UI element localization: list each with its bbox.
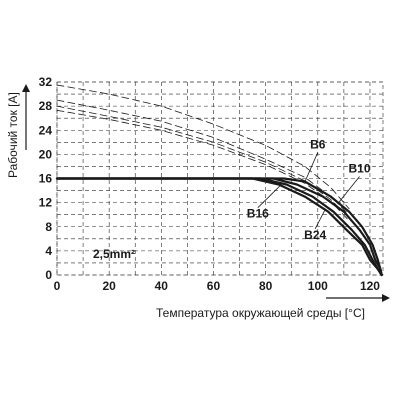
leader-line-b24 — [314, 208, 326, 229]
y-axis-arrowhead — [22, 84, 30, 92]
y-tick-label: 4 — [45, 244, 52, 258]
x-axis-arrowhead — [382, 294, 390, 302]
y-tick-label: 16 — [39, 172, 53, 186]
x-tick-label: 20 — [102, 279, 116, 293]
y-axis-title: Рабочий ток [A] — [6, 92, 20, 178]
dashed-series-line — [56, 99, 350, 216]
dashed-series-line — [56, 109, 350, 222]
leader-line-b16 — [257, 184, 282, 208]
series-line-b6 — [55, 177, 383, 277]
x-tick-label: 60 — [207, 279, 221, 293]
x-tick-label: 120 — [360, 279, 380, 293]
x-tick-label: 0 — [54, 279, 61, 293]
x-tick-label: 80 — [259, 279, 273, 293]
leader-line-b6 — [304, 152, 319, 183]
grid — [56, 81, 384, 276]
y-tick-label: 0 — [45, 268, 52, 282]
curve-label-b16: B16 — [247, 207, 269, 221]
y-tick-label: 32 — [39, 75, 53, 89]
y-tick-label: 8 — [45, 220, 52, 234]
x-axis-title: Температура окружающей среды [°C] — [156, 306, 365, 320]
dashed-series-line — [56, 84, 350, 210]
condition-label: 2,5mm² — [93, 247, 135, 261]
series-line-b10 — [55, 177, 383, 277]
y-tick-label: 12 — [39, 196, 53, 210]
series-line-b24 — [55, 177, 383, 277]
curve-label-b24: B24 — [304, 228, 326, 242]
y-tick-label: 24 — [39, 123, 53, 137]
dashed-series-line — [56, 105, 350, 219]
x-tick-label: 100 — [308, 279, 328, 293]
curve-label-b10: B10 — [349, 161, 371, 175]
x-tick-label: 40 — [155, 279, 169, 293]
y-tick-label: 20 — [39, 147, 53, 161]
leader-line-b10 — [338, 176, 360, 203]
tick-labels: 0 20 40 60 80 100 120 0 4 8 12 16 20 24 28 32 — [39, 75, 381, 293]
curve-labels: B6 B10 B16 B24 — [247, 137, 371, 241]
y-tick-label: 28 — [39, 99, 53, 113]
curve-label-b6: B6 — [310, 137, 326, 151]
curves — [55, 84, 383, 277]
